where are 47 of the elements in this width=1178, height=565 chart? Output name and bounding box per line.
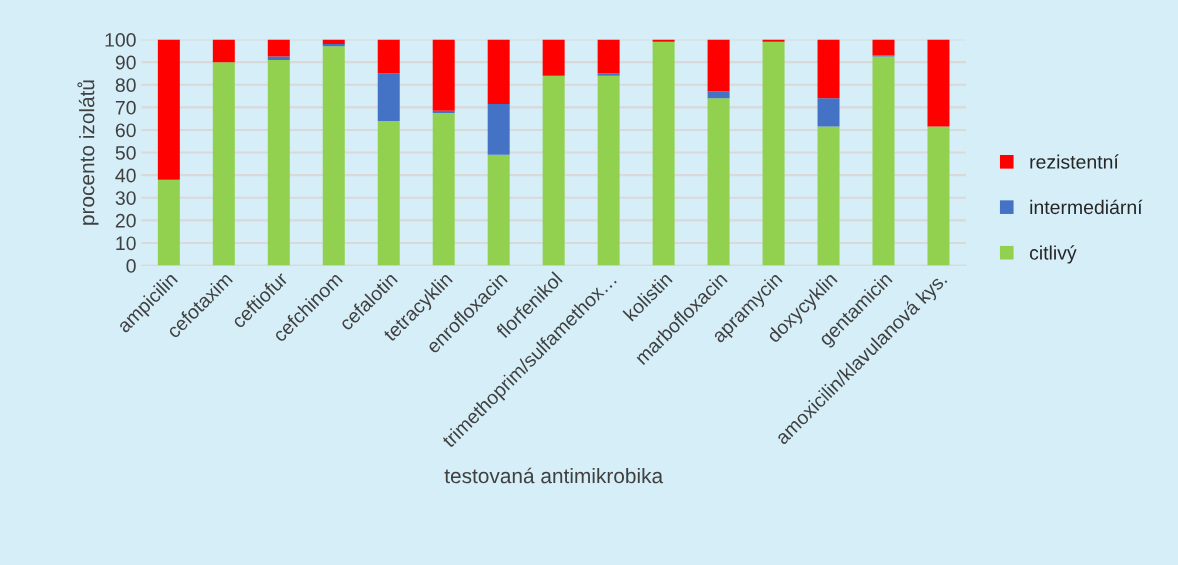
y-tick-label: 90 xyxy=(115,55,136,70)
bar xyxy=(267,39,290,57)
y-tick-label: 100 xyxy=(105,33,136,47)
bar xyxy=(817,39,840,99)
y-axis-title: procento izolátů xyxy=(77,80,99,225)
bar xyxy=(652,41,675,266)
bar xyxy=(157,179,180,266)
bar xyxy=(377,73,400,121)
legend-label: rezistentní xyxy=(1030,154,1119,169)
y-tick-label: 0 xyxy=(126,259,136,273)
bar xyxy=(432,113,455,266)
bar xyxy=(872,56,895,266)
bar xyxy=(377,39,400,74)
bar xyxy=(872,39,895,56)
y-tick-label: 50 xyxy=(115,146,136,160)
y-tick-label: 20 xyxy=(115,213,136,228)
bar xyxy=(212,62,235,266)
bar xyxy=(157,39,180,180)
bar xyxy=(212,39,235,63)
bar xyxy=(927,126,950,266)
bar xyxy=(597,39,620,74)
y-tick-label: 30 xyxy=(115,191,136,205)
bar xyxy=(542,39,565,76)
bar xyxy=(817,98,840,127)
bar xyxy=(817,126,840,266)
bar xyxy=(927,39,950,127)
bar xyxy=(597,73,620,76)
bar xyxy=(377,120,400,266)
bar xyxy=(762,41,785,266)
legend-label: citlivý xyxy=(1029,245,1077,264)
y-tick-label: 80 xyxy=(115,78,136,92)
bar xyxy=(487,103,510,155)
legend-label: intermediární xyxy=(1030,199,1143,215)
bar xyxy=(707,98,730,266)
bar xyxy=(487,39,510,104)
bar xyxy=(267,59,290,266)
bar xyxy=(707,39,730,92)
x-axis-title: testovaná antimikrobika xyxy=(444,467,664,484)
bar xyxy=(487,154,510,266)
bar xyxy=(542,75,565,266)
y-tick-label: 10 xyxy=(116,236,136,251)
bar xyxy=(322,46,345,266)
bar xyxy=(432,39,455,111)
y-tick-label: 70 xyxy=(115,100,136,115)
bar xyxy=(597,75,620,266)
y-tick-label: 60 xyxy=(115,123,136,138)
y-tick-label: 40 xyxy=(115,168,136,183)
